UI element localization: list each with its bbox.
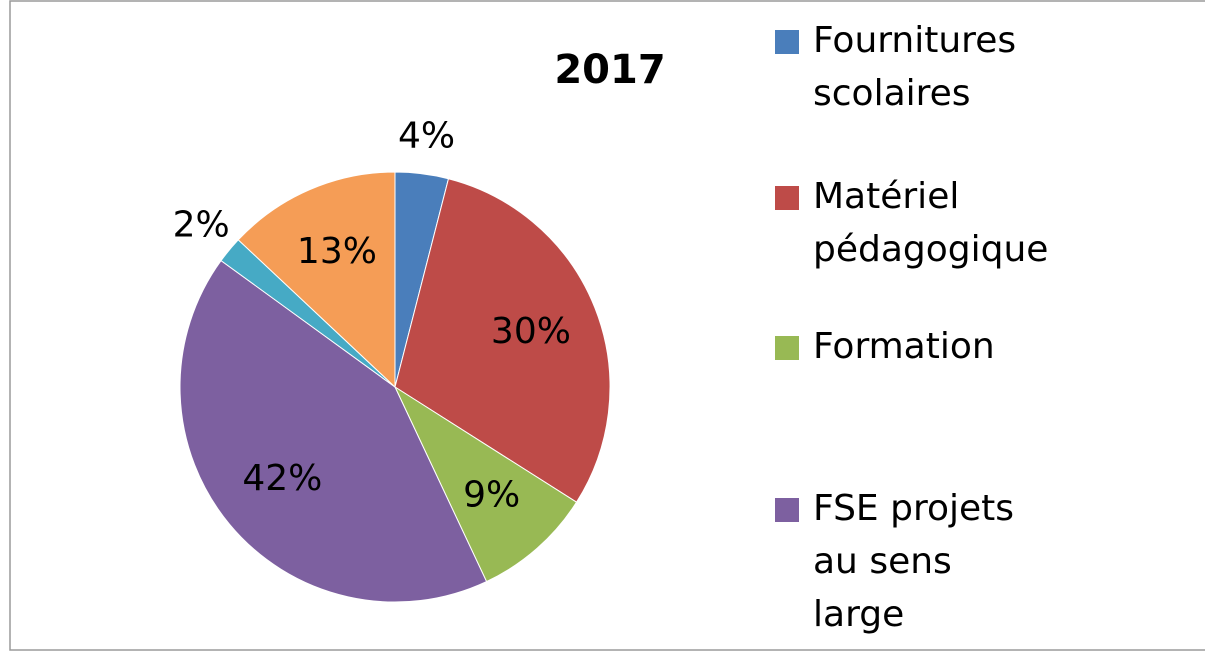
data-label: 42% — [242, 458, 322, 499]
legend-swatch — [775, 498, 799, 522]
legend-label: Formation — [813, 326, 995, 367]
legend-label: Fournitures scolaires — [813, 20, 1017, 114]
legend-item: Fournitures scolaires — [775, 14, 1035, 120]
pie-slice — [393, 385, 578, 583]
pie-slice — [179, 259, 488, 603]
pie-slice — [394, 178, 611, 503]
data-label: 30% — [491, 311, 571, 352]
chart-frame — [9, 0, 1205, 651]
legend-label: FSE projets au sens large — [813, 488, 1015, 635]
data-label: 13% — [297, 231, 377, 272]
legend-swatch — [775, 30, 799, 54]
legend-swatch — [775, 336, 799, 360]
legend-label: Matériel pédagogique — [813, 176, 1049, 270]
legend-swatch — [775, 186, 799, 210]
data-label: 9% — [463, 475, 520, 516]
chart-title: 2017 — [554, 47, 665, 93]
legend-item: FSE projets au sens large — [775, 482, 1035, 641]
pie-slice — [237, 171, 396, 389]
legend-item: Formation — [775, 320, 1035, 373]
legend-item: Matériel pédagogique — [775, 170, 1049, 276]
data-label: 2% — [173, 205, 230, 246]
data-label: 4% — [398, 115, 455, 156]
